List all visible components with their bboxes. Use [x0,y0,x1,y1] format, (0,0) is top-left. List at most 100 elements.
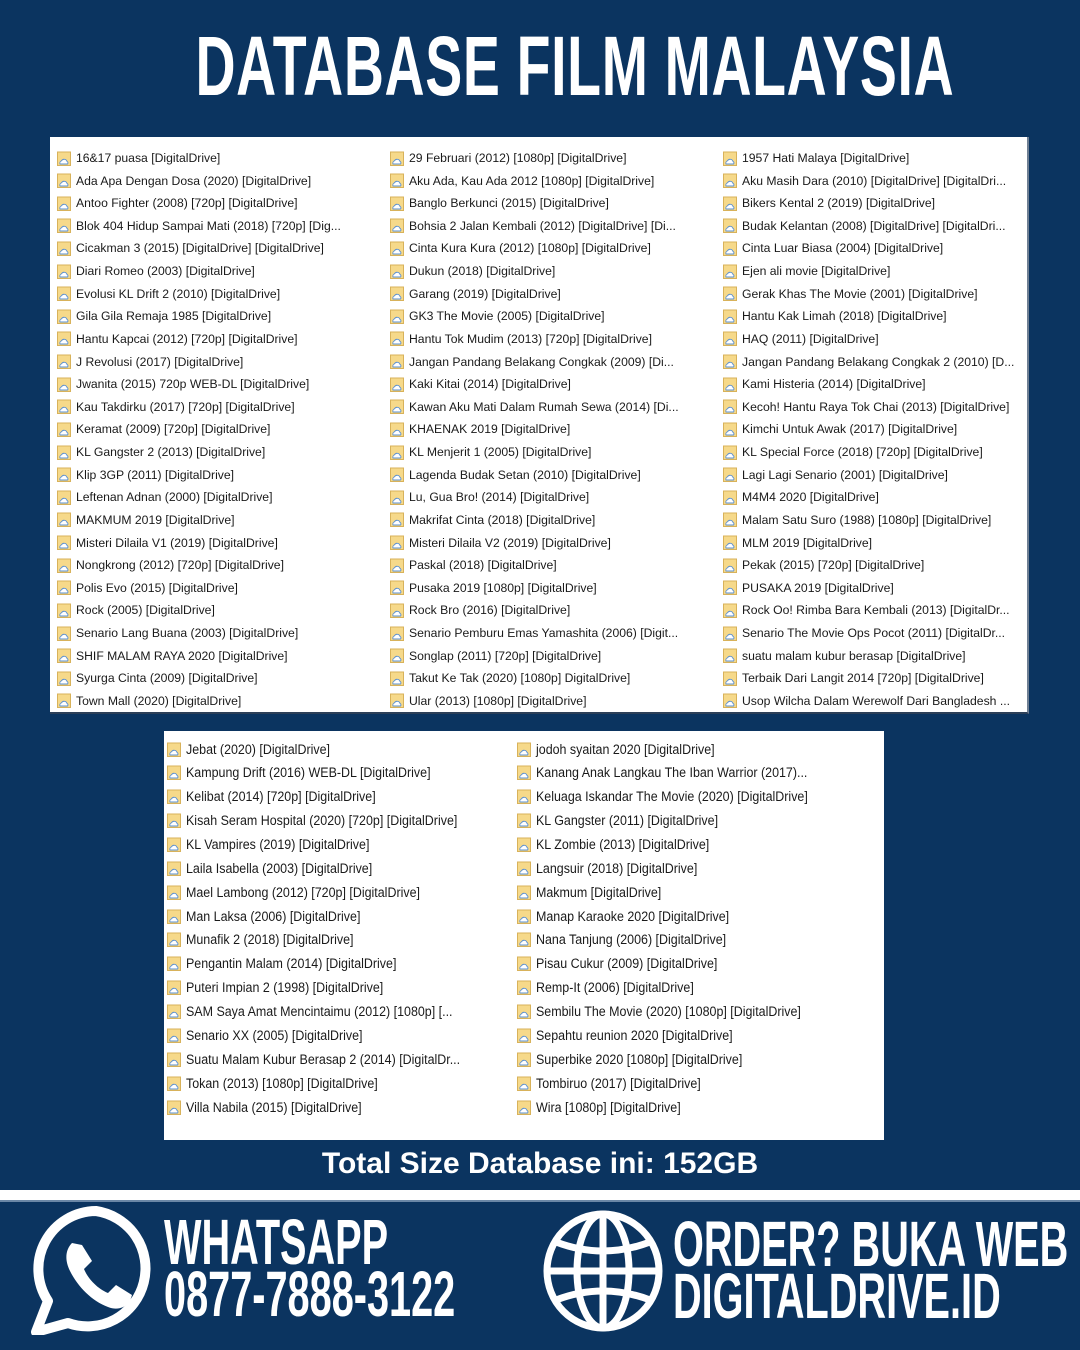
folder-item[interactable]: Suatu Malam Kubur Berasap 2 (2014) [Digi… [167,1049,481,1069]
folder-item[interactable]: KL Menjerit 1 (2005) [DigitalDrive] [390,442,591,462]
folder-item[interactable]: Banglo Berkunci (2015) [DigitalDrive] [390,193,609,213]
folder-item[interactable]: Budak Kelantan (2008) [DigitalDrive] [Di… [723,216,1006,236]
folder-item[interactable]: Villa Nabila (2015) [DigitalDrive] [167,1097,375,1117]
folder-item[interactable]: Cicakman 3 (2015) [DigitalDrive] [Digita… [57,238,324,258]
folder-item[interactable]: Makmum [DigitalDrive] [517,882,671,902]
folder-item[interactable]: Lu, Gua Bro! (2014) [DigitalDrive] [390,487,589,507]
folder-item[interactable]: J Revolusi (2017) [DigitalDrive] [57,352,243,372]
folder-item[interactable]: Tombiruo (2017) [DigitalDrive] [517,1073,713,1093]
folder-item[interactable]: KL Gangster (2011) [DigitalDrive] [517,811,732,831]
folder-item[interactable]: Town Mall (2020) [DigitalDrive] [57,691,241,711]
folder-item[interactable]: Pisau Cukur (2009) [DigitalDrive] [517,954,731,974]
folder-item[interactable]: MAKMUM 2019 [DigitalDrive] [57,510,234,530]
folder-item[interactable]: MLM 2019 [DigitalDrive] [723,533,872,553]
folder-item[interactable]: Jangan Pandang Belakang Congkak 2 (2010)… [723,352,1014,372]
folder-item[interactable]: Senario Pemburu Emas Yamashita (2006) [D… [390,623,678,643]
folder-item[interactable]: Lagi Lagi Senario (2001) [DigitalDrive] [723,465,948,485]
folder-item[interactable]: Syurga Cinta (2009) [DigitalDrive] [57,668,258,688]
folder-item[interactable]: Rock Bro (2016) [DigitalDrive] [390,600,570,620]
folder-item[interactable]: PUSAKA 2019 [DigitalDrive] [723,578,894,598]
folder-item[interactable]: Sembilu The Movie (2020) [1080p] [Digita… [517,1002,821,1022]
folder-item[interactable]: M4M4 2020 [DigitalDrive] [723,487,879,507]
folder-item[interactable]: Rock Oo! Rimba Bara Kembali (2013) [Digi… [723,600,1010,620]
folder-item[interactable]: Nana Tanjung (2006) [DigitalDrive] [517,930,740,950]
folder-item[interactable]: Laila Isabella (2003) [DigitalDrive] [167,858,386,878]
folder-item[interactable]: Keramat (2009) [720p] [DigitalDrive] [57,419,270,439]
folder-item[interactable]: Langsuir (2018) [DigitalDrive] [517,858,709,878]
folder-item[interactable]: Nongkrong (2012) [720p] [DigitalDrive] [57,555,284,575]
folder-item[interactable]: Senario Lang Buana (2003) [DigitalDrive] [57,623,298,643]
folder-item[interactable]: Kimchi Untuk Awak (2017) [DigitalDrive] [723,419,957,439]
folder-item[interactable]: SAM Saya Amat Mencintaimu (2012) [1080p]… [167,1002,473,1022]
folder-item[interactable]: KL Zombie (2013) [DigitalDrive] [517,834,722,854]
folder-item[interactable]: 29 Februari (2012) [1080p] [DigitalDrive… [390,148,626,168]
folder-item[interactable]: Misteri Dilaila V1 (2019) [DigitalDrive] [57,533,278,553]
folder-item[interactable]: Bohsia 2 Jalan Kembali (2012) [DigitalDr… [390,216,676,236]
folder-item[interactable]: Remp-It (2006) [DigitalDrive] [517,978,706,998]
folder-item[interactable]: SHIF MALAM RAYA 2020 [DigitalDrive] [57,646,288,666]
whatsapp-number[interactable]: 0877-7888-3122 [164,1258,456,1330]
folder-item[interactable]: Kecoh! Hantu Raya Tok Chai (2013) [Digit… [723,397,1009,417]
folder-item[interactable]: Malam Satu Suro (1988) [1080p] [DigitalD… [723,510,991,530]
folder-item[interactable]: Lagenda Budak Setan (2010) [DigitalDrive… [390,465,641,485]
folder-item[interactable]: Pusaka 2019 [1080p] [DigitalDrive] [390,578,597,598]
folder-item[interactable]: Pengantin Malam (2014) [DigitalDrive] [167,954,412,974]
folder-item[interactable]: Jwanita (2015) 720p WEB-DL [DigitalDrive… [57,374,309,394]
folder-item[interactable]: Klip 3GP (2011) [DigitalDrive] [57,465,234,485]
folder-item[interactable]: Ular (2013) [1080p] [DigitalDrive] [390,691,586,711]
folder-item[interactable]: Wira [1080p] [DigitalDrive] [517,1097,692,1117]
folder-item[interactable]: Misteri Dilaila V2 (2019) [DigitalDrive] [390,533,611,553]
folder-item[interactable]: Cinta Luar Biasa (2004) [DigitalDrive] [723,238,943,258]
folder-item[interactable]: Kami Histeria (2014) [DigitalDrive] [723,374,926,394]
folder-item[interactable]: suatu malam kubur berasap [DigitalDrive] [723,646,966,666]
folder-item[interactable]: Dukun (2018) [DigitalDrive] [390,261,555,281]
folder-item[interactable]: 16&17 puasa [DigitalDrive] [57,148,220,168]
folder-item[interactable]: Superbike 2020 [1080p] [DigitalDrive] [517,1049,758,1069]
folder-item[interactable]: Gerak Khas The Movie (2001) [DigitalDriv… [723,284,978,304]
folder-item[interactable]: Cinta Kura Kura (2012) [1080p] [DigitalD… [390,238,651,258]
folder-item[interactable]: Rock (2005) [DigitalDrive] [57,600,215,620]
folder-item[interactable]: Ejen ali movie [DigitalDrive] [723,261,890,281]
folder-item[interactable]: Pekak (2015) [720p] [DigitalDrive] [723,555,924,575]
folder-item[interactable]: jodoh syaitan 2020 [DigitalDrive] [517,739,728,759]
folder-item[interactable]: HAQ (2011) [DigitalDrive] [723,329,879,349]
folder-item[interactable]: Tokan (2013) [1080p] [DigitalDrive] [167,1073,392,1093]
website-link[interactable]: DIGITALDRIVE.ID [673,1260,1001,1332]
folder-item[interactable]: Usop Wilcha Dalam Werewolf Dari Banglade… [723,691,1010,711]
folder-item[interactable]: Blok 404 Hidup Sampai Mati (2018) [720p]… [57,216,341,236]
folder-item[interactable]: KHAENAK 2019 [DigitalDrive] [390,419,570,439]
folder-item[interactable]: Bikers Kental 2 (2019) [DigitalDrive] [723,193,935,213]
folder-item[interactable]: Man Laksa (2006) [DigitalDrive] [167,906,374,926]
folder-item[interactable]: Terbaik Dari Langit 2014 [720p] [Digital… [723,668,984,688]
folder-item[interactable]: Garang (2019) [DigitalDrive] [390,284,561,304]
folder-item[interactable]: Kisah Seram Hospital (2020) [720p] [Digi… [167,811,478,831]
folder-item[interactable]: Antoo Fighter (2008) [720p] [DigitalDriv… [57,193,298,213]
folder-item[interactable]: Aku Masih Dara (2010) [DigitalDrive] [Di… [723,171,1006,191]
folder-item[interactable]: Sepahtu reunion 2020 [DigitalDrive] [517,1025,747,1045]
folder-item[interactable]: KL Vampires (2019) [DigitalDrive] [167,834,383,854]
folder-item[interactable]: Munafik 2 (2018) [DigitalDrive] [167,930,366,950]
folder-item[interactable]: Jangan Pandang Belakang Congkak (2009) [… [390,352,674,372]
folder-item[interactable]: Hantu Tok Mudim (2013) [720p] [DigitalDr… [390,329,652,349]
folder-item[interactable]: Kelibat (2014) [720p] [DigitalDrive] [167,787,390,807]
folder-item[interactable]: KL Gangster 2 (2013) [DigitalDrive] [57,442,265,462]
folder-item[interactable]: Kau Takdirku (2017) [720p] [DigitalDrive… [57,397,295,417]
folder-item[interactable]: Diari Romeo (2003) [DigitalDrive] [57,261,255,281]
folder-item[interactable]: Senario The Movie Ops Pocot (2011) [Digi… [723,623,1005,643]
folder-item[interactable]: Kanang Anak Langkau The Iban Warrior (20… [517,763,828,783]
folder-item[interactable]: 1957 Hati Malaya [DigitalDrive] [723,148,909,168]
folder-item[interactable]: Songlap (2011) [720p] [DigitalDrive] [390,646,601,666]
folder-item[interactable]: KL Special Force (2018) [720p] [DigitalD… [723,442,983,462]
folder-item[interactable]: Hantu Kak Limah (2018) [DigitalDrive] [723,306,947,326]
folder-item[interactable]: Kaki Kitai (2014) [DigitalDrive] [390,374,571,394]
folder-item[interactable]: Makrifat Cinta (2018) [DigitalDrive] [390,510,595,530]
folder-item[interactable]: Jebat (2020) [DigitalDrive] [167,739,341,759]
folder-item[interactable]: Keluaga Iskandar The Movie (2020) [Digit… [517,787,828,807]
folder-item[interactable]: Manap Karaoke 2020 [DigitalDrive] [517,906,744,926]
folder-item[interactable]: Senario XX (2005) [DigitalDrive] [167,1025,376,1045]
folder-item[interactable]: Takut Ke Tak (2020) [1080p] DigitalDrive… [390,668,630,688]
folder-item[interactable]: Gila Gila Remaja 1985 [DigitalDrive] [57,306,271,326]
folder-item[interactable]: Leftenan Adnan (2000) [DigitalDrive] [57,487,272,507]
folder-item[interactable]: GK3 The Movie (2005) [DigitalDrive] [390,306,605,326]
folder-item[interactable]: Paskal (2018) [DigitalDrive] [390,555,557,575]
